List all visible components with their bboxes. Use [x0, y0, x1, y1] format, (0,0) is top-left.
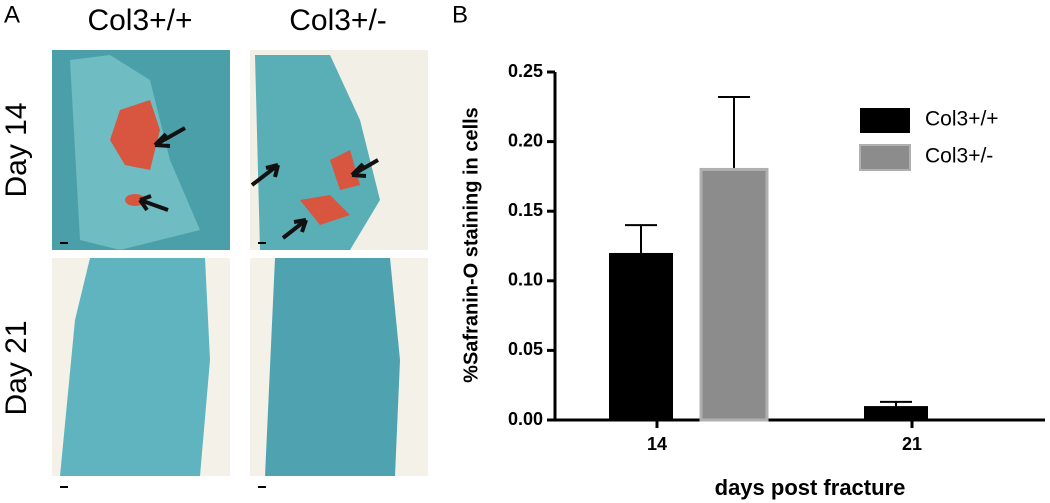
legend-label: Col3+/+	[925, 108, 999, 131]
panel-label: B	[452, 1, 468, 28]
row-label: Day 21	[0, 320, 33, 415]
column-label: Col3+/-	[289, 4, 387, 37]
image-day21-wt	[52, 258, 230, 476]
arrow	[153, 126, 186, 148]
y-tick-label: 0.25	[508, 61, 543, 81]
legend-swatch	[859, 144, 911, 171]
row-label: Day 14	[0, 102, 33, 197]
arrow	[250, 163, 280, 187]
y-tick-label: 0.10	[508, 270, 543, 290]
stain	[110, 100, 160, 170]
background	[52, 258, 90, 476]
legend-swatch	[860, 108, 910, 133]
tissue	[255, 55, 380, 250]
background	[390, 258, 428, 476]
stain	[330, 150, 360, 190]
legend-label: Col3+/-	[925, 145, 993, 168]
x-axis-label: days post fracture	[715, 475, 906, 500]
y-tick-label: 0.15	[508, 200, 543, 220]
x-tick-label: 14	[647, 434, 667, 454]
x-tick-label: 21	[902, 434, 922, 454]
arrow	[138, 194, 169, 212]
bar	[864, 406, 928, 420]
arrow	[350, 158, 379, 178]
y-tick-label: 0.00	[508, 409, 543, 429]
panel-label: A	[4, 1, 20, 28]
bar	[699, 167, 769, 422]
arrow	[281, 218, 308, 240]
y-tick-label: 0.05	[508, 339, 543, 359]
background	[250, 258, 275, 476]
histology-panel	[52, 50, 428, 488]
bar	[609, 252, 673, 420]
background	[200, 258, 230, 476]
stain	[300, 195, 350, 225]
y-axis-label: %Safranin-O staining in cells	[460, 107, 482, 383]
y-tick-label: 0.20	[508, 130, 543, 150]
column-label: Col3+/+	[87, 4, 192, 37]
